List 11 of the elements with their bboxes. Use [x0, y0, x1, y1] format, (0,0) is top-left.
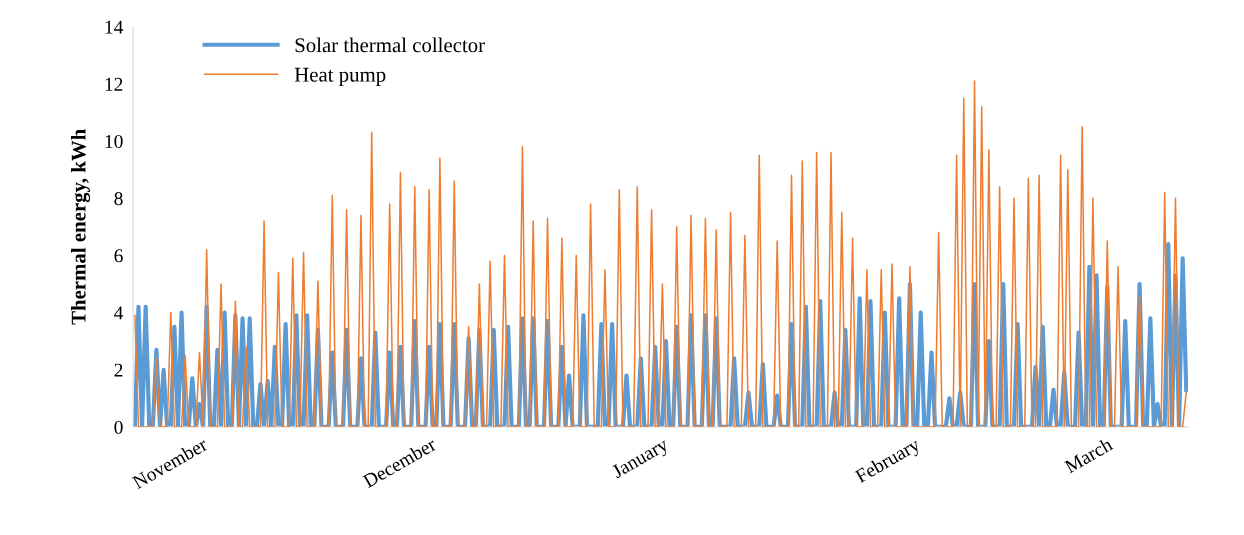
y-tick-label: 2 [114, 363, 123, 377]
legend-label: Solar thermal collector [295, 37, 485, 53]
y-tick-label: 0 [114, 420, 123, 434]
y-tick-label: 6 [114, 249, 123, 263]
y-tick-label: 14 [105, 20, 124, 34]
y-tick-label: 4 [114, 306, 124, 320]
y-axis-title: Thermal energy, kWh [71, 129, 91, 325]
y-tick-label: 12 [105, 77, 123, 91]
y-tick-label: 10 [105, 134, 123, 149]
y-tick-label: 8 [114, 192, 123, 206]
legend-label: Heat pump [294, 67, 386, 86]
